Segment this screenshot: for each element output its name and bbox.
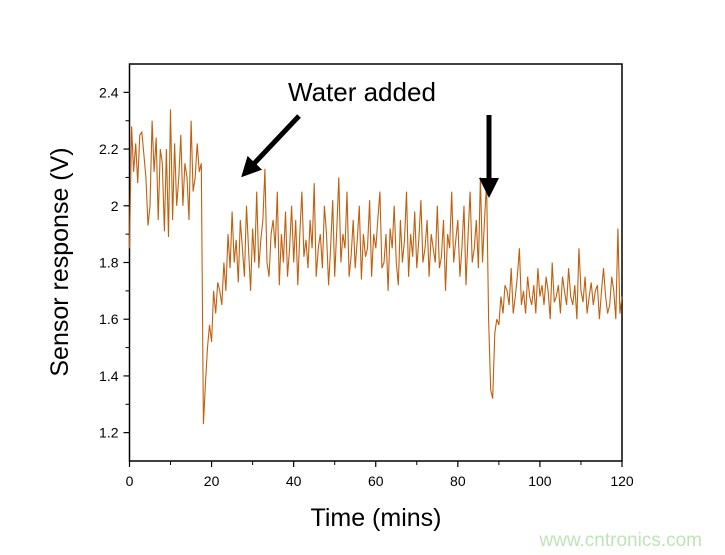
x-tick-label: 80 <box>450 473 466 489</box>
x-tick-label: 120 <box>610 473 634 489</box>
x-tick-label: 100 <box>528 473 552 489</box>
x-tick-label: 0 <box>126 473 134 489</box>
series-line <box>128 109 623 425</box>
annotation-arrow-1 <box>241 114 301 178</box>
y-tick-label: 2 <box>111 198 119 214</box>
annotation-water-added: Water added <box>288 77 436 107</box>
y-tick-label: 2.2 <box>99 141 119 157</box>
y-axis-label: Sensor response (V) <box>46 147 74 376</box>
x-tick-label: 60 <box>368 473 384 489</box>
x-axis-label: Time (mins) <box>310 504 441 532</box>
y-tick-label: 1.2 <box>99 425 119 441</box>
y-tick-label: 1.6 <box>99 311 119 327</box>
y-tick-label: 1.4 <box>99 368 119 384</box>
axes: 0 20 40 60 80 100 120 1.2 1.4 1.6 1.8 2 2.2 2.4 <box>99 63 634 489</box>
x-tick-label: 20 <box>204 473 220 489</box>
y-tick-label: 1.8 <box>99 255 119 271</box>
watermark: www.cntronics.com <box>538 530 702 551</box>
y-tick-label: 2.4 <box>99 84 119 100</box>
x-tick-label: 40 <box>286 473 302 489</box>
